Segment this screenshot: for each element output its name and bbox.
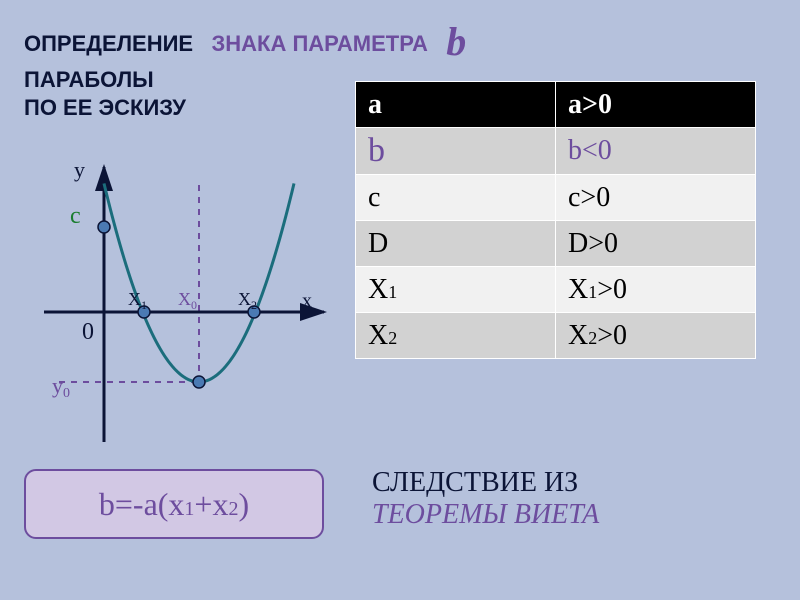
table-row: X2X2>0 xyxy=(356,313,756,359)
svg-text:c: c xyxy=(70,203,81,229)
title-part2: ЗНАКА ПАРАМЕТРА xyxy=(211,31,427,56)
table-row: cc>0 xyxy=(356,175,756,221)
svg-text:y0: y0 xyxy=(52,373,70,401)
title-big-b: b xyxy=(446,19,466,64)
parameters-table: aa>0bb<0cc>0DD>0X1X1>0X2X2>0 xyxy=(355,81,756,359)
table-row: aa>0 xyxy=(356,82,756,128)
table-row: X1X1>0 xyxy=(356,267,756,313)
title-line-1: ОПРЕДЕЛЕНИЕ ЗНАКА ПАРАМЕТРА b xyxy=(24,18,776,65)
svg-text:x: x xyxy=(302,290,312,312)
svg-text:X0: X0 xyxy=(178,289,197,312)
content-area: yx0cX1X0X2y0 aa>0bb<0cc>0DD>0X1X1>0X2X2>… xyxy=(24,127,776,597)
formula-box: b=-a(x1+x2) xyxy=(24,469,324,539)
vieta-line1: СЛЕДСТВИЕ ИЗ xyxy=(372,467,599,499)
slide: ОПРЕДЕЛЕНИЕ ЗНАКА ПАРАМЕТРА b ПАРАБОЛЫ П… xyxy=(0,0,800,600)
title-part1: ОПРЕДЕЛЕНИЕ xyxy=(24,31,193,56)
formula-text: b=-a(x1+x2) xyxy=(99,486,249,523)
svg-text:y: y xyxy=(74,157,85,182)
vieta-line2: ТЕОРЕМЫ ВИЕТА xyxy=(372,499,599,531)
svg-text:X2: X2 xyxy=(238,289,257,312)
table-row: DD>0 xyxy=(356,221,756,267)
table-row: bb<0 xyxy=(356,128,756,175)
svg-text:X1: X1 xyxy=(128,289,147,312)
vieta-text: СЛЕДСТВИЕ ИЗ ТЕОРЕМЫ ВИЕТА xyxy=(372,467,599,531)
parabola-graph: y x 0 c X1 X0 X2 y0 xyxy=(34,157,334,447)
svg-text:0: 0 xyxy=(82,319,94,345)
